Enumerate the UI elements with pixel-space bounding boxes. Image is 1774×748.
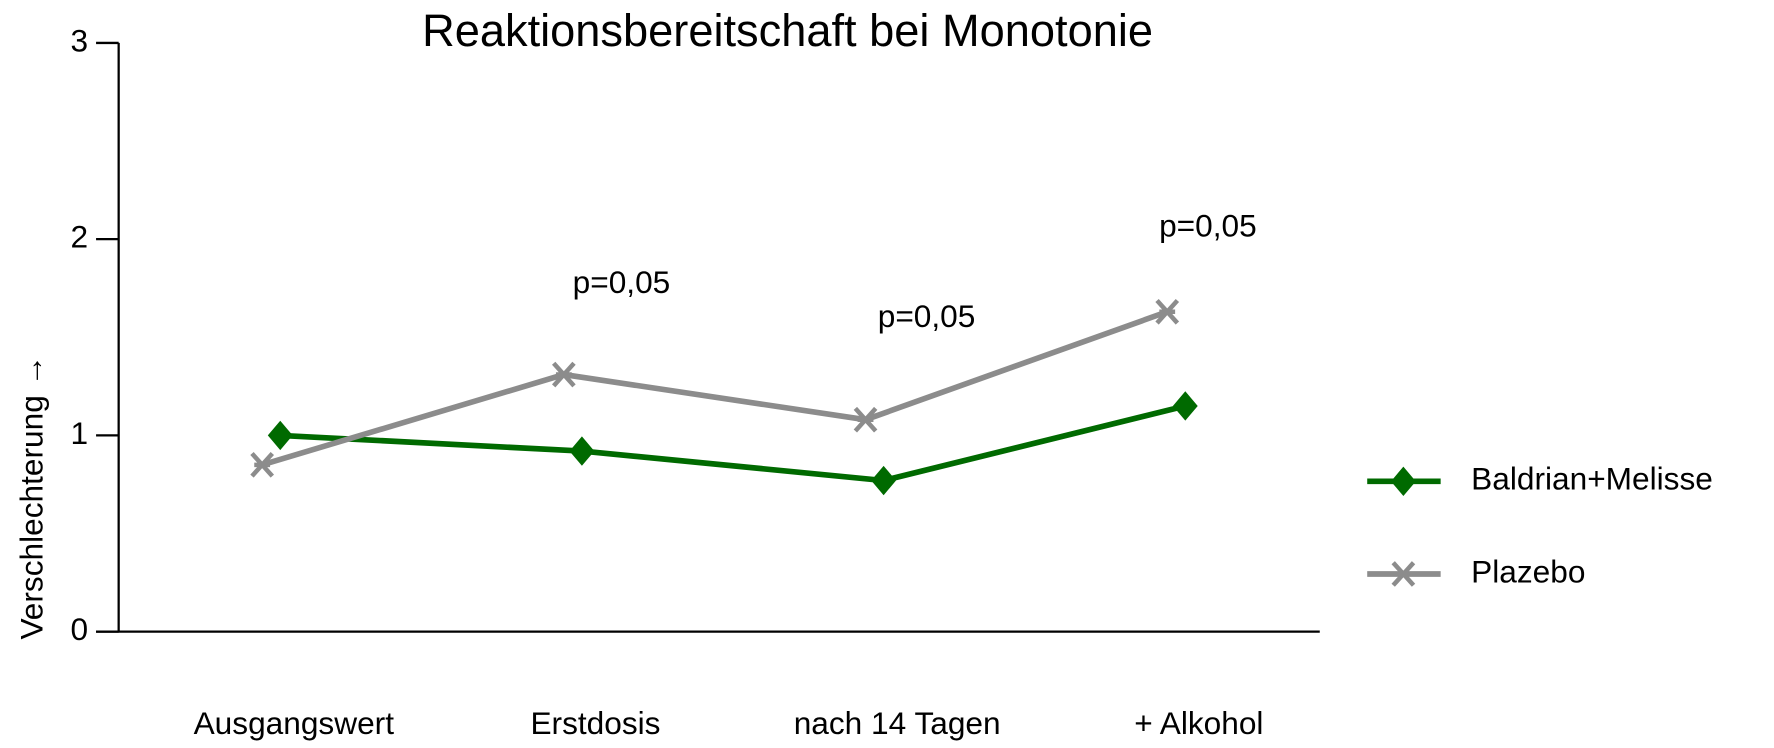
- marker: [1155, 298, 1180, 325]
- marker: [551, 361, 576, 388]
- x-tick-label: nach 14 Tagen: [794, 705, 1001, 741]
- legend-label: Baldrian+Melisse: [1471, 461, 1713, 497]
- x-tick-label: + Alkohol: [1134, 705, 1263, 741]
- y-axis-label: Verschlechterung →: [13, 355, 49, 640]
- x-tick-label: Erstdosis: [530, 705, 660, 741]
- marker: [1390, 466, 1416, 497]
- marker: [250, 452, 275, 478]
- marker: [853, 406, 878, 433]
- marker: [569, 436, 595, 466]
- y-tick-label: 0: [71, 611, 89, 647]
- marker: [267, 420, 293, 451]
- legend-label: Plazebo: [1471, 553, 1585, 589]
- y-tick-label: 2: [71, 219, 89, 255]
- marker: [1172, 391, 1198, 421]
- series-line: [280, 403, 1186, 484]
- y-tick-label: 1: [71, 415, 89, 451]
- x-tick-label: Ausgangswert: [194, 705, 395, 741]
- y-tick-label: 3: [71, 22, 89, 58]
- marker: [1391, 561, 1416, 587]
- series-line: [261, 309, 1169, 468]
- chart-title: Reaktionsbereitschaft bei Monotonie: [422, 5, 1153, 56]
- annotation: p=0,05: [878, 298, 976, 334]
- annotation: p=0,05: [1159, 208, 1257, 244]
- marker: [871, 465, 897, 496]
- annotation: p=0,05: [573, 264, 671, 300]
